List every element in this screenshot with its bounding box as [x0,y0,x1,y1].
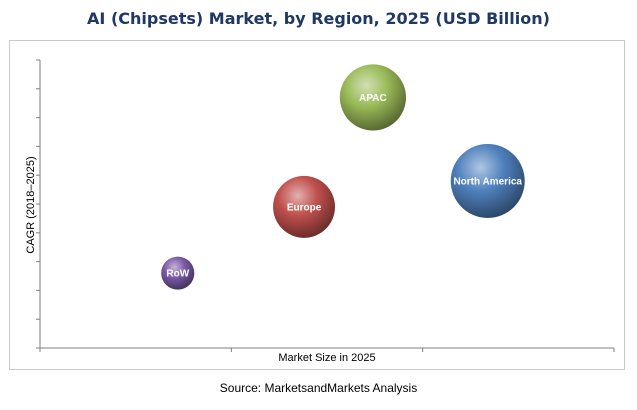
bubble-north-america [450,143,525,218]
source-note: Source: MarketsandMarkets Analysis [219,381,418,395]
bubble-label-row: RoW [166,269,189,280]
bubble-row [161,256,195,290]
chart-title: AI (Chipsets) Market, by Region, 2025 (U… [87,9,550,28]
bubble-label-north-america: North America [453,176,522,187]
bubble-label-apac: APAC [359,93,387,104]
x-axis-label: Market Size in 2025 [278,352,375,364]
y-axis-label: CAGR (2018–2025) [25,156,37,253]
bubble-label-europe: Europe [287,202,322,213]
chart-frame [9,40,625,370]
bubble-europe [273,175,335,238]
bubble-apac [339,64,407,131]
